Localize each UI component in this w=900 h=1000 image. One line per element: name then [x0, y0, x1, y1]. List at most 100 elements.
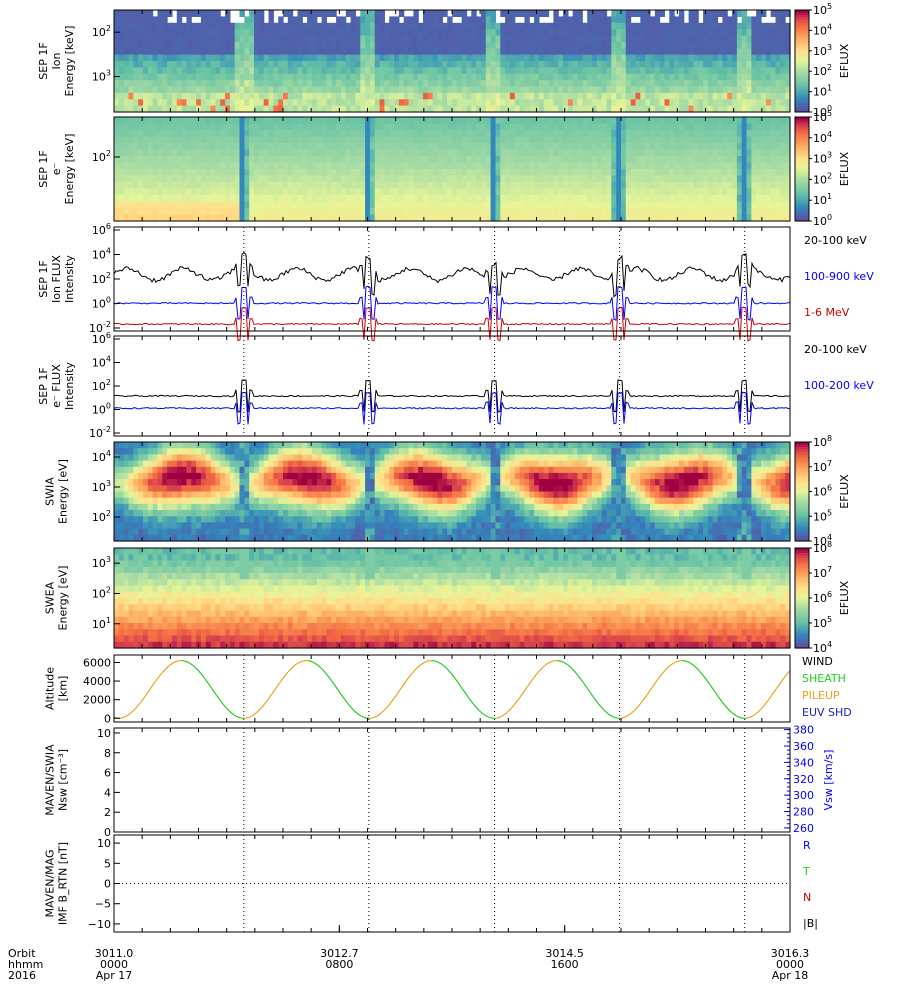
heatmap-cell — [703, 80, 709, 88]
heatmap-cell — [727, 54, 733, 62]
heatmap-cell — [461, 22, 468, 30]
heatmap-cell — [268, 99, 274, 107]
heatmap-cell — [538, 195, 545, 203]
heatmap-cell — [225, 41, 231, 49]
heatmap-cell — [548, 162, 554, 170]
heatmap-cell — [186, 41, 192, 49]
heatmap-cell — [345, 92, 352, 100]
heatmap-cell — [538, 80, 545, 88]
heatmap-cell — [669, 169, 675, 177]
heatmap-cell — [775, 99, 781, 107]
heatmap-cell — [601, 201, 608, 209]
heatmap-cell — [316, 201, 323, 209]
heatmap-cell — [312, 16, 318, 24]
heatmap-cell — [143, 454, 149, 462]
heatmap-cell — [481, 188, 487, 196]
heatmap-cell — [254, 123, 260, 131]
heatmap-cell — [505, 61, 511, 68]
heatmap-cell — [698, 182, 704, 190]
heatmap-cell — [640, 162, 646, 170]
heatmap-cell — [601, 175, 608, 183]
heatmap-cell — [167, 29, 173, 37]
heatmap-cell — [365, 48, 371, 56]
heatmap-cell — [756, 143, 762, 151]
heatmap-cell — [297, 41, 303, 49]
heatmap-cell — [519, 92, 525, 100]
heatmap-cell — [650, 201, 656, 209]
heatmap-cell — [254, 169, 260, 177]
heatmap-cell — [490, 130, 496, 138]
heatmap-cell — [524, 73, 530, 81]
heatmap-cell — [312, 169, 318, 177]
heatmap-cell — [369, 169, 376, 177]
heatmap-cell — [133, 16, 139, 24]
heatmap-cell — [312, 136, 318, 144]
heatmap-cell — [369, 105, 376, 113]
heatmap-cell — [678, 201, 685, 209]
heatmap-cell — [654, 41, 661, 49]
heatmap-cell — [220, 130, 226, 138]
heatmap-cell — [727, 92, 733, 100]
heatmap-cell — [650, 99, 656, 107]
heatmap-cell — [481, 67, 487, 75]
heatmap-cell — [577, 41, 583, 49]
heatmap-cell — [514, 188, 521, 196]
heatmap-cell — [437, 105, 443, 113]
heatmap-cell — [746, 201, 752, 209]
heatmap-cell — [765, 48, 772, 56]
heatmap-cell — [756, 92, 762, 100]
colorbar-cell — [795, 78, 809, 82]
heatmap-cell — [239, 195, 245, 203]
heatmap-cell — [707, 35, 714, 43]
heatmap-cell — [611, 86, 617, 94]
heatmap-cell — [210, 99, 216, 107]
heatmap-cell — [278, 162, 284, 170]
heatmap-cell — [229, 54, 236, 62]
heatmap-cell — [292, 29, 299, 37]
heatmap-cell — [712, 201, 719, 209]
heatmap-cell — [427, 41, 434, 49]
heatmap-cell — [635, 86, 641, 94]
heatmap-cell — [321, 195, 327, 203]
heatmap-cell — [162, 130, 168, 138]
heatmap-cell — [355, 156, 361, 164]
heatmap-cell — [258, 48, 265, 56]
heatmap-cell — [534, 41, 540, 49]
heatmap-cell — [693, 22, 699, 30]
heatmap-cell — [712, 99, 719, 107]
heatmap-cell — [785, 195, 791, 203]
heatmap-cell — [210, 86, 216, 94]
heatmap-cell — [340, 22, 347, 30]
heatmap-cell — [171, 503, 178, 511]
heatmap-cell — [133, 485, 139, 493]
heatmap-cell — [138, 503, 144, 511]
heatmap-cell — [732, 143, 738, 151]
heatmap-cell — [746, 67, 752, 75]
heatmap-cell — [307, 117, 313, 125]
heatmap-cell — [466, 22, 472, 30]
heatmap-cell — [592, 16, 598, 24]
heatmap-cell — [162, 156, 168, 164]
heatmap-cell — [732, 136, 738, 144]
heatmap-cell — [616, 130, 622, 138]
heatmap-cell — [181, 188, 187, 196]
heatmap-cell — [640, 92, 646, 100]
heatmap-cell — [553, 169, 559, 177]
heatmap-cell — [384, 130, 390, 138]
heatmap-cell — [650, 123, 656, 131]
heatmap-cell — [278, 29, 284, 37]
heatmap-cell — [143, 92, 149, 100]
heatmap-cell — [452, 61, 458, 68]
heatmap-cell — [326, 175, 332, 183]
heatmap-cell — [345, 162, 352, 170]
heatmap-cell — [509, 67, 516, 75]
heatmap-cell — [273, 208, 279, 216]
heatmap-cell — [143, 117, 149, 125]
heatmap-cell — [558, 156, 564, 164]
heatmap-cell — [645, 117, 651, 125]
heatmap-cell — [398, 182, 405, 190]
heatmap-cell — [490, 92, 496, 100]
heatmap-cell — [263, 73, 270, 81]
heatmap-cell — [152, 497, 158, 505]
heatmap-cell — [118, 182, 125, 190]
